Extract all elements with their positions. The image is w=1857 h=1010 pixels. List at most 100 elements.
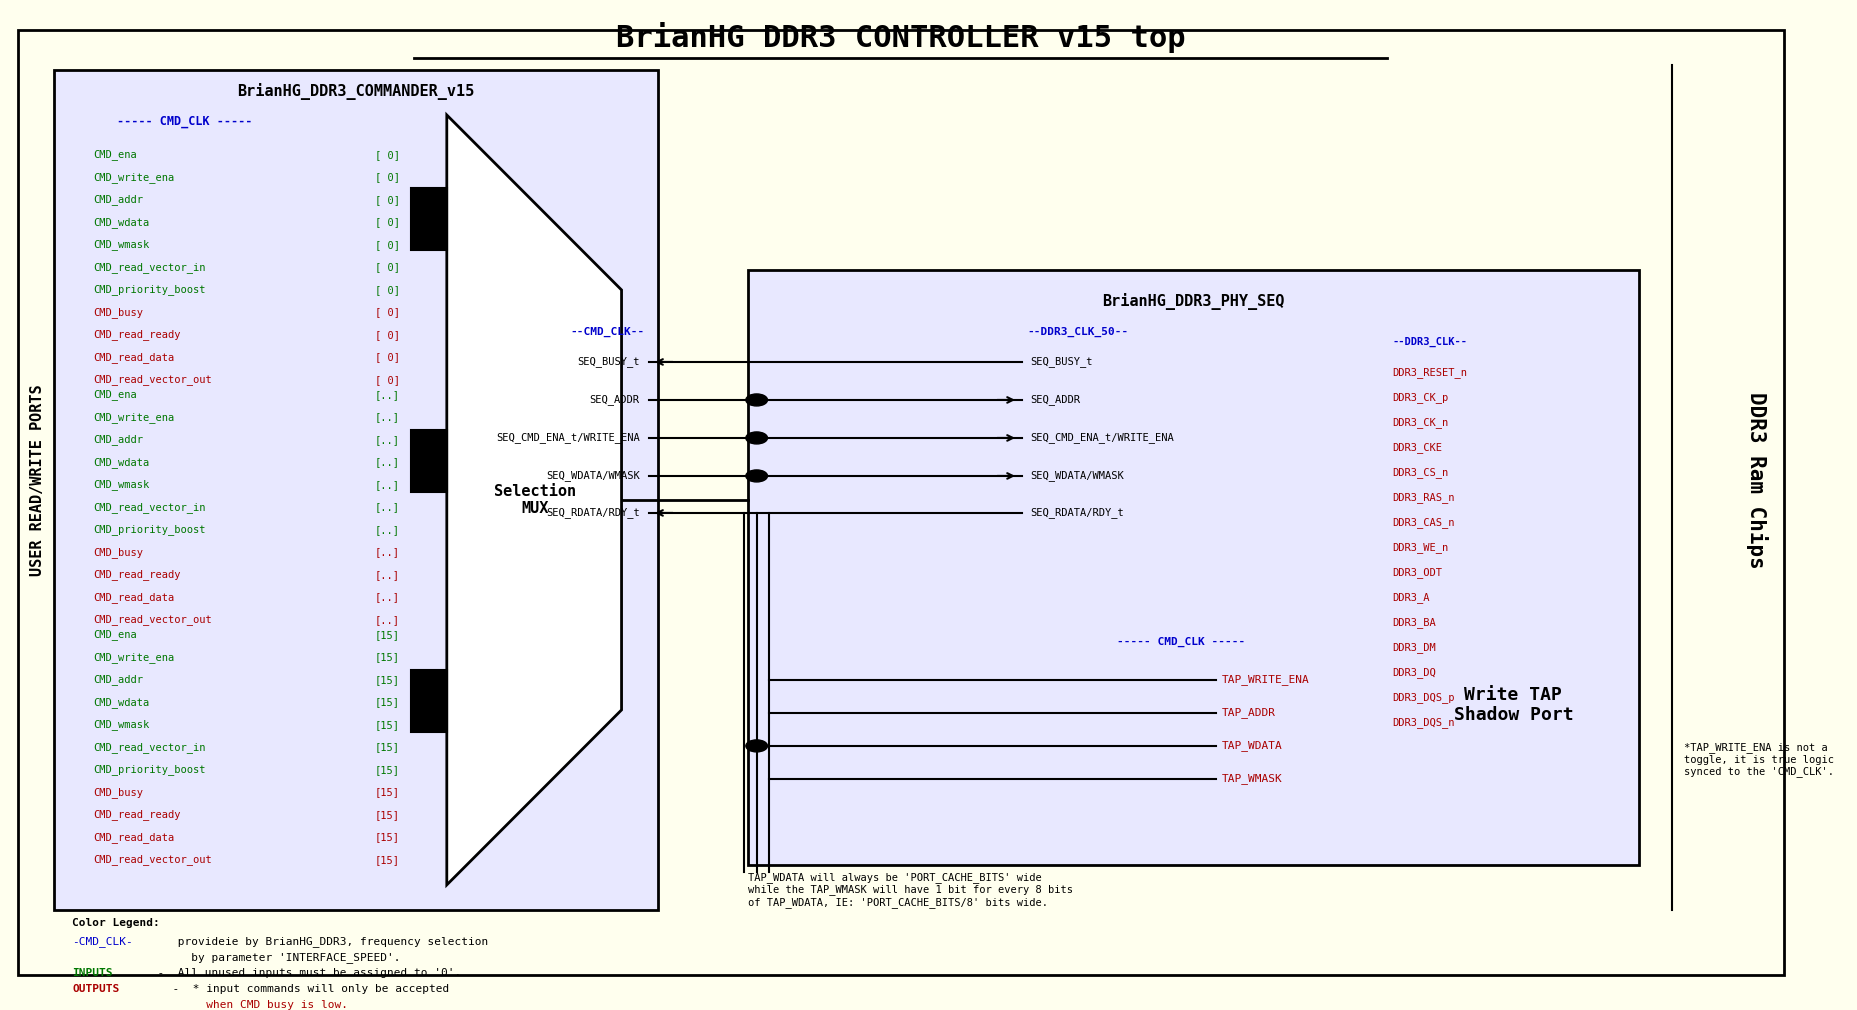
Text: CMD_wmask: CMD_wmask (93, 239, 150, 250)
Text: SEQ_WDATA/WMASK: SEQ_WDATA/WMASK (546, 471, 639, 482)
Text: DDR3_DQS_p: DDR3_DQS_p (1393, 693, 1454, 703)
Text: SEQ_ADDR: SEQ_ADDR (1031, 395, 1081, 405)
Text: CMD_read_vector_in: CMD_read_vector_in (93, 742, 206, 752)
Text: CMD_busy: CMD_busy (93, 787, 143, 798)
Text: ----- CMD_CLK -----: ----- CMD_CLK ----- (1116, 637, 1244, 647)
Text: -  All unused inputs must be assigned to '0'.: - All unused inputs must be assigned to … (145, 968, 461, 978)
Text: -CMD_CLK-: -CMD_CLK- (72, 936, 132, 946)
Text: [ 0]: [ 0] (375, 240, 399, 249)
Text: *TAP_WRITE_ENA is not a
toggle, it is true logic
synced to the 'CMD_CLK'.: *TAP_WRITE_ENA is not a toggle, it is tr… (1684, 742, 1833, 778)
Text: CMD_read_vector_in: CMD_read_vector_in (93, 502, 206, 513)
Text: CMD_read_ready: CMD_read_ready (93, 809, 182, 820)
Text: DDR3_RAS_n: DDR3_RAS_n (1393, 493, 1454, 503)
Text: [ 0]: [ 0] (375, 173, 399, 183)
Text: CMD_write_ena: CMD_write_ena (93, 172, 175, 183)
Text: CMD_ena: CMD_ena (93, 629, 137, 640)
Text: CMD_addr: CMD_addr (93, 434, 143, 445)
Text: [..]: [..] (375, 547, 399, 558)
Text: DDR3_CS_n: DDR3_CS_n (1393, 468, 1448, 479)
Text: CMD_read_data: CMD_read_data (93, 592, 175, 603)
Text: DDR3_A: DDR3_A (1393, 593, 1430, 603)
Text: Color Legend:: Color Legend: (72, 918, 160, 928)
Text: INPUTS: INPUTS (72, 968, 113, 978)
Text: [15]: [15] (375, 854, 399, 865)
Text: SEQ_WDATA/WMASK: SEQ_WDATA/WMASK (1031, 471, 1123, 482)
Circle shape (745, 740, 767, 751)
Text: CMD_busy: CMD_busy (93, 547, 143, 558)
Text: SEQ_CMD_ENA_t/WRITE_ENA: SEQ_CMD_ENA_t/WRITE_ENA (496, 432, 639, 443)
Text: Write TAP
Shadow Port: Write TAP Shadow Port (1452, 686, 1573, 724)
Text: [ 0]: [ 0] (375, 330, 399, 340)
Text: CMD_addr: CMD_addr (93, 675, 143, 686)
Text: [..]: [..] (375, 593, 399, 602)
Text: CMD_read_ready: CMD_read_ready (93, 570, 182, 581)
Text: CMD_read_vector_out: CMD_read_vector_out (93, 375, 212, 386)
Bar (410, 670, 446, 732)
Text: [ 0]: [ 0] (375, 263, 399, 273)
Text: [15]: [15] (375, 810, 399, 820)
Circle shape (745, 394, 767, 406)
Text: DDR3_CKE: DDR3_CKE (1393, 442, 1441, 453)
Text: Selection
MUX: Selection MUX (494, 484, 576, 516)
Text: when CMD_busy is low.: when CMD_busy is low. (158, 999, 347, 1010)
Circle shape (745, 470, 767, 482)
Text: CMD_read_data: CMD_read_data (93, 832, 175, 843)
Bar (747, 270, 1638, 865)
Text: [..]: [..] (375, 390, 399, 400)
Text: DDR3_BA: DDR3_BA (1393, 617, 1435, 628)
Text: [..]: [..] (375, 435, 399, 445)
Text: --DDR3_CLK_50--: --DDR3_CLK_50-- (1027, 327, 1127, 337)
Text: DDR3_DM: DDR3_DM (1393, 642, 1435, 653)
Text: SEQ_ADDR: SEQ_ADDR (589, 395, 639, 405)
Text: ----- CMD_CLK -----: ----- CMD_CLK ----- (117, 115, 253, 128)
Text: CMD_write_ena: CMD_write_ena (93, 412, 175, 423)
Text: [..]: [..] (375, 502, 399, 512)
Text: [15]: [15] (375, 675, 399, 685)
Text: TAP_WDATA: TAP_WDATA (1220, 740, 1281, 751)
Text: [15]: [15] (375, 788, 399, 798)
Text: --DDR3_CLK--: --DDR3_CLK-- (1393, 337, 1467, 347)
Text: CMD_wmask: CMD_wmask (93, 480, 150, 491)
Text: TAP_WRITE_ENA: TAP_WRITE_ENA (1220, 675, 1309, 686)
Text: CMD_wdata: CMD_wdata (93, 217, 150, 228)
Text: TAP_WDATA will always be 'PORT_CACHE_BITS' wide
while the TAP_WMASK will have 1 : TAP_WDATA will always be 'PORT_CACHE_BIT… (747, 872, 1071, 908)
Text: SEQ_RDATA/RDY_t: SEQ_RDATA/RDY_t (546, 507, 639, 518)
Text: DDR3_CK_n: DDR3_CK_n (1393, 417, 1448, 428)
Text: [ 0]: [ 0] (375, 352, 399, 363)
Text: provideie by BrianHG_DDR3, frequency selection: provideie by BrianHG_DDR3, frequency sel… (171, 936, 488, 946)
Text: DDR3_WE_n: DDR3_WE_n (1393, 542, 1448, 553)
Text: TAP_ADDR: TAP_ADDR (1220, 707, 1274, 718)
Text: -  * input commands will only be accepted: - * input commands will only be accepted (158, 984, 449, 994)
Text: CMD_addr: CMD_addr (93, 195, 143, 205)
Text: [..]: [..] (375, 412, 399, 422)
Text: DDR3_RESET_n: DDR3_RESET_n (1393, 368, 1467, 379)
Text: [15]: [15] (375, 698, 399, 707)
Text: CMD_read_vector_out: CMD_read_vector_out (93, 614, 212, 625)
Text: [15]: [15] (375, 832, 399, 842)
Text: BrianHG DDR3 CONTROLLER v15 top: BrianHG DDR3 CONTROLLER v15 top (617, 22, 1185, 54)
Text: [..]: [..] (375, 480, 399, 490)
Text: [ 0]: [ 0] (375, 217, 399, 227)
Text: CMD_ena: CMD_ena (93, 390, 137, 400)
Text: by parameter 'INTERFACE_SPEED'.: by parameter 'INTERFACE_SPEED'. (171, 951, 401, 963)
Text: [..]: [..] (375, 615, 399, 625)
Text: [..]: [..] (375, 570, 399, 580)
Text: CMD_priority_boost: CMD_priority_boost (93, 285, 206, 295)
Text: DDR3_CAS_n: DDR3_CAS_n (1393, 517, 1454, 528)
Text: [ 0]: [ 0] (375, 149, 399, 160)
Text: CMD_wdata: CMD_wdata (93, 697, 150, 708)
Text: [..]: [..] (375, 525, 399, 535)
Text: CMD_read_ready: CMD_read_ready (93, 329, 182, 340)
Text: [ 0]: [ 0] (375, 307, 399, 317)
Text: DDR3 Ram Chips: DDR3 Ram Chips (1744, 392, 1766, 569)
Text: SEQ_BUSY_t: SEQ_BUSY_t (578, 357, 639, 368)
Text: DDR3_DQS_n: DDR3_DQS_n (1393, 717, 1454, 728)
Text: CMD_wdata: CMD_wdata (93, 457, 150, 468)
Text: [15]: [15] (375, 652, 399, 663)
Text: [ 0]: [ 0] (375, 285, 399, 295)
Text: --CMD_CLK--: --CMD_CLK-- (570, 327, 644, 337)
Bar (410, 430, 446, 492)
Text: CMD_busy: CMD_busy (93, 307, 143, 318)
Text: DDR3_ODT: DDR3_ODT (1393, 568, 1441, 579)
Text: DDR3_CK_p: DDR3_CK_p (1393, 393, 1448, 403)
